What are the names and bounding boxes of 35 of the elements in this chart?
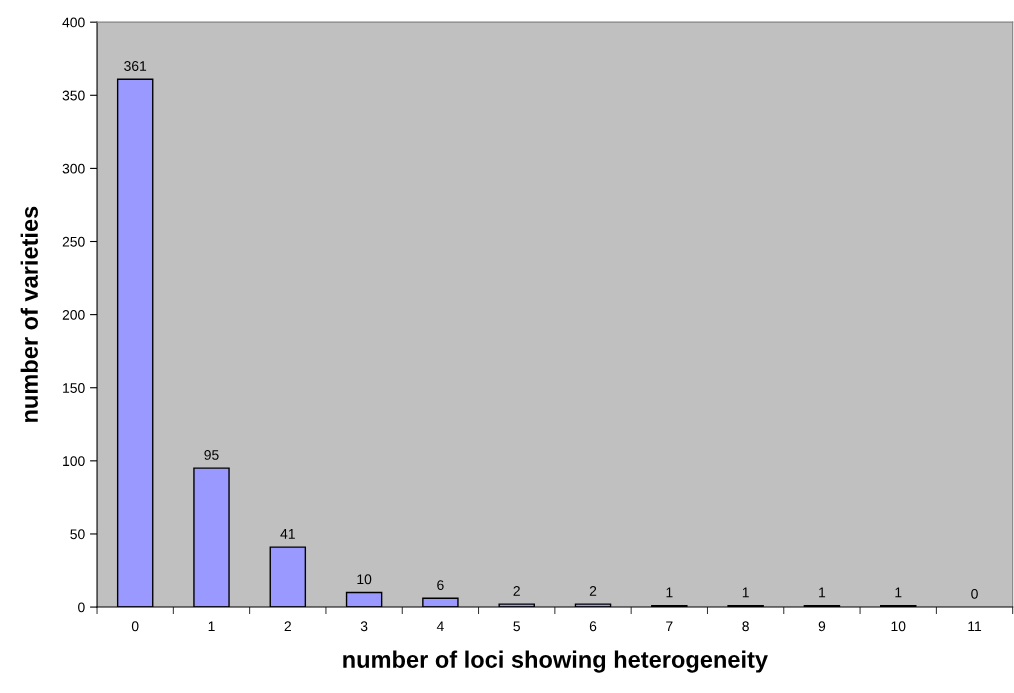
data-label: 10 bbox=[357, 574, 372, 585]
data-label: 95 bbox=[204, 450, 219, 460]
x-tick-label: 0 bbox=[131, 621, 139, 632]
data-label: 1 bbox=[666, 587, 673, 598]
x-tick-label: 10 bbox=[891, 621, 906, 632]
x-tick-label: 1 bbox=[208, 621, 215, 632]
data-label: 2 bbox=[513, 586, 520, 596]
x-axis-title: number of loci showing heterogeneity bbox=[343, 650, 768, 673]
data-label: 6 bbox=[437, 580, 444, 590]
x-tick-label: 7 bbox=[666, 621, 673, 632]
y-tick-label: 0 bbox=[78, 602, 85, 613]
y-tick-label: 150 bbox=[63, 383, 85, 393]
data-label: 1 bbox=[742, 587, 749, 598]
x-tick-label: 2 bbox=[284, 621, 291, 632]
y-tick-label: 100 bbox=[63, 456, 85, 467]
x-tick-label: 6 bbox=[589, 621, 597, 632]
x-tick-label: 8 bbox=[742, 621, 749, 632]
x-tick-label: 4 bbox=[436, 621, 444, 632]
x-tick-label: 9 bbox=[818, 621, 826, 632]
y-axis-title: number of varieties bbox=[20, 206, 38, 422]
data-label: 1 bbox=[819, 587, 826, 598]
data-label: 41 bbox=[280, 529, 295, 539]
y-tick-label: 350 bbox=[62, 90, 85, 101]
y-tick-label: 200 bbox=[62, 309, 85, 320]
y-tick-label: 50 bbox=[70, 529, 85, 540]
x-tick-label: 3 bbox=[360, 621, 368, 632]
x-tick-label: 11 bbox=[968, 621, 982, 632]
data-label: 361 bbox=[124, 61, 147, 71]
y-tick-label: 300 bbox=[62, 163, 85, 174]
x-tick-label: 5 bbox=[513, 621, 520, 632]
data-label: 0 bbox=[971, 588, 978, 599]
y-tick-label: 250 bbox=[62, 236, 85, 247]
data-label: 2 bbox=[589, 586, 597, 596]
y-tick-label: 400 bbox=[62, 17, 85, 28]
data-label: 1 bbox=[895, 587, 902, 598]
